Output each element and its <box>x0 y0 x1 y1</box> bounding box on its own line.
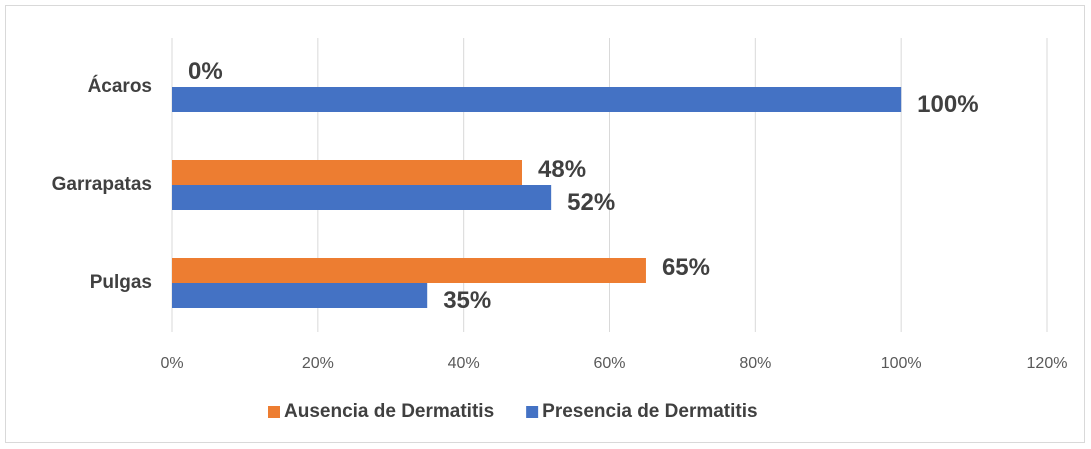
legend-swatch <box>526 406 539 418</box>
x-tick-label: 0% <box>160 355 183 372</box>
x-tick-label: 100% <box>881 355 922 372</box>
chart-frame <box>5 5 1085 443</box>
legend-label: Presencia de Dermatitis <box>542 401 757 422</box>
x-tick-label: 20% <box>302 355 334 372</box>
y-tick-label: Ácaros <box>88 75 152 97</box>
bar <box>172 87 902 112</box>
legend-label: Ausencia de Dermatitis <box>284 401 494 422</box>
x-tick-label: 40% <box>448 355 480 372</box>
x-tick-label: 60% <box>593 355 625 372</box>
bar <box>172 258 646 283</box>
bar <box>172 283 428 308</box>
legend-swatch <box>268 406 280 418</box>
data-label: 52% <box>567 189 615 216</box>
data-label: 48% <box>538 156 586 183</box>
bar <box>172 185 552 210</box>
y-tick-label: Pulgas <box>90 272 152 293</box>
data-label: 65% <box>662 254 710 281</box>
x-tick-label: 120% <box>1027 355 1068 372</box>
y-tick-label: Garrapatas <box>52 174 152 195</box>
x-tick-label: 80% <box>739 355 771 372</box>
bar <box>172 160 522 185</box>
data-label: 100% <box>917 91 978 118</box>
data-label: 0% <box>188 58 223 85</box>
data-label: 35% <box>443 287 491 314</box>
